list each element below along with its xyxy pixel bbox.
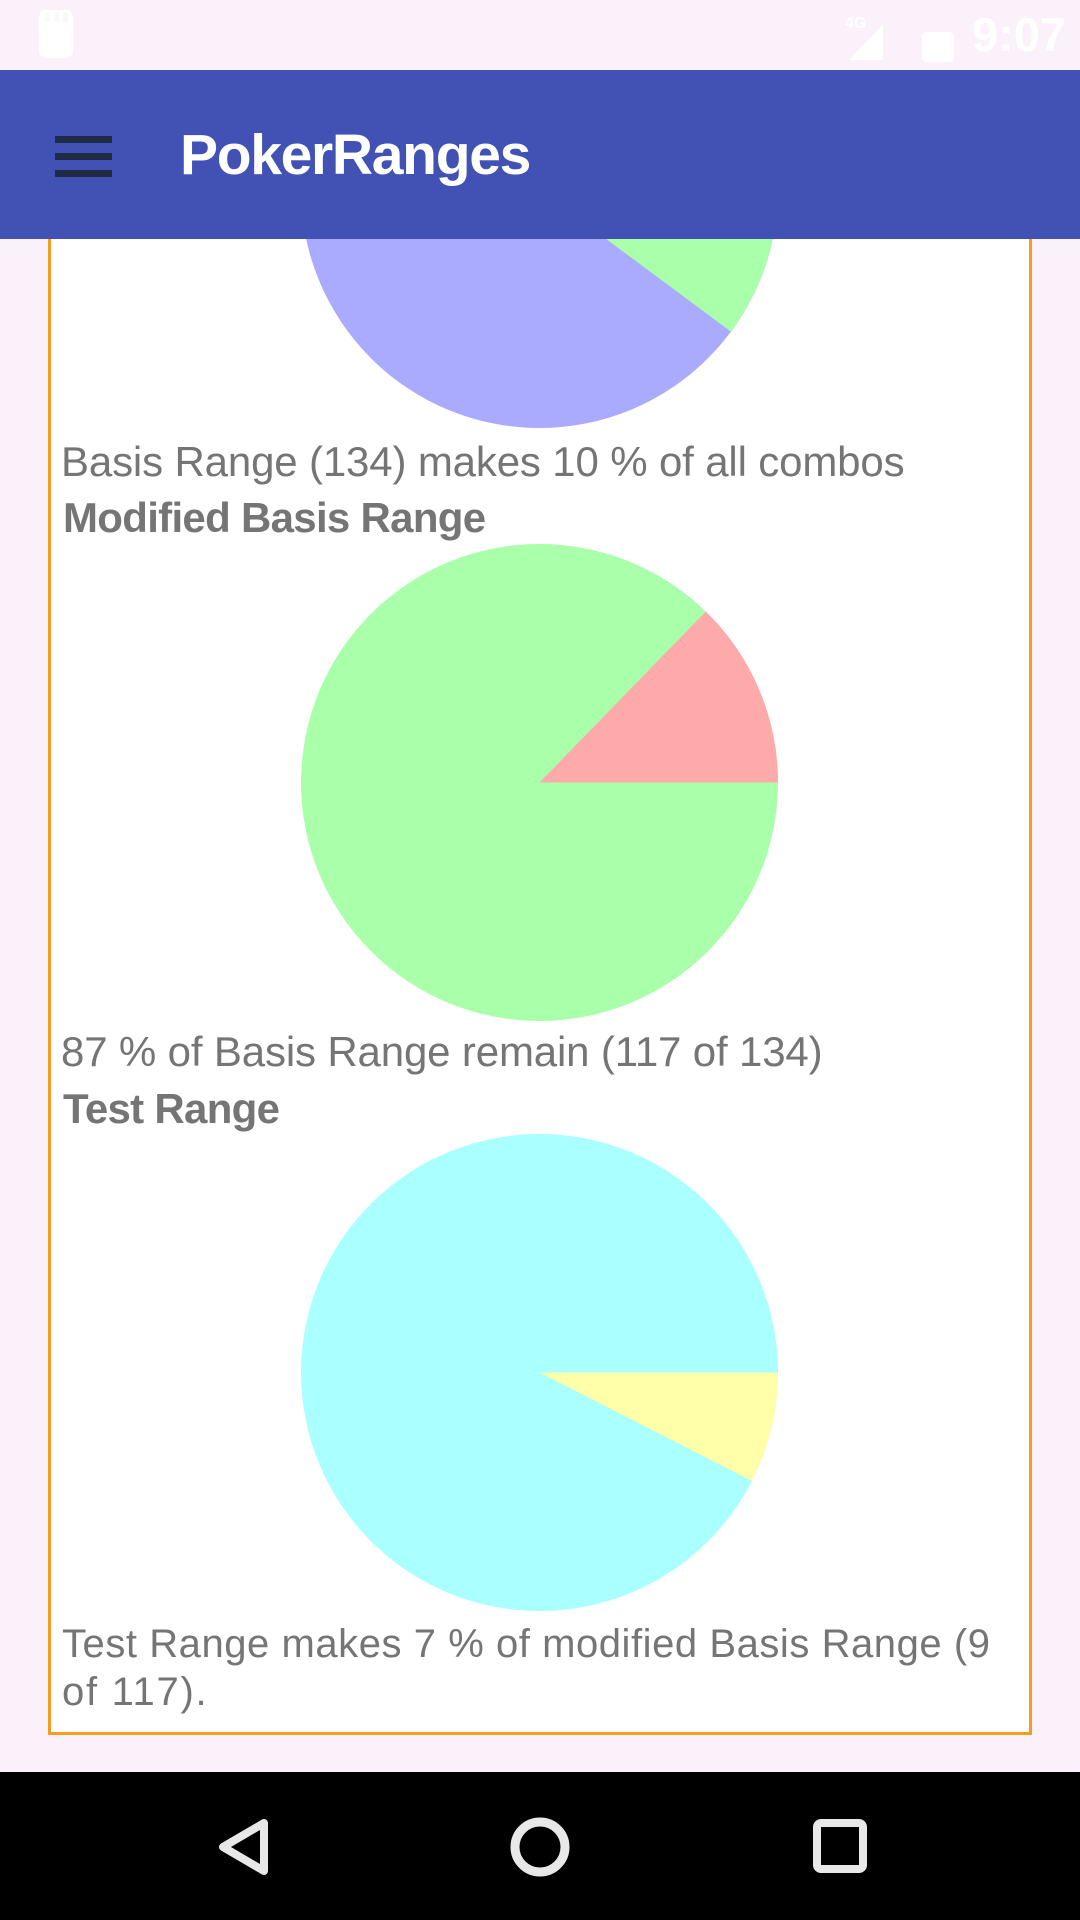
svg-text:4G: 4G bbox=[845, 15, 866, 32]
